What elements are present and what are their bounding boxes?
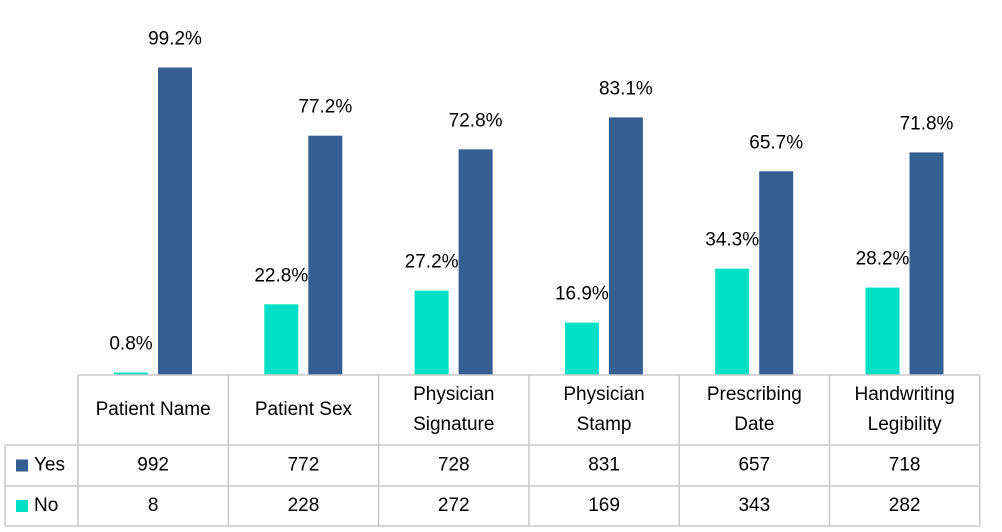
category-label-line: Prescribing (707, 384, 802, 405)
bar (715, 268, 750, 375)
bar (114, 372, 148, 375)
table-cell: 718 (889, 455, 921, 476)
table-cell: 282 (889, 495, 921, 516)
legend-swatch (16, 459, 28, 472)
category-label: Prescribing Date (707, 384, 802, 435)
value-label: 83.1% (599, 78, 653, 99)
bar (308, 135, 343, 375)
table-cell: 272 (438, 495, 470, 516)
bar (608, 117, 643, 375)
table-cell: 728 (438, 455, 470, 476)
category-label-line: Handwriting (854, 384, 954, 405)
legend-label: Yes (34, 455, 65, 476)
value-label: 22.8% (254, 265, 308, 286)
bar (865, 287, 900, 375)
bar (564, 322, 599, 375)
legend-label: No (34, 495, 58, 516)
value-label: 34.3% (705, 230, 759, 251)
bar (158, 67, 192, 375)
legend-swatch (16, 500, 28, 512)
category-label-line: Physician (413, 384, 494, 405)
table-cell: 343 (738, 495, 770, 516)
value-label: 27.2% (405, 252, 459, 273)
category-label-line: Stamp (577, 414, 632, 435)
bar (264, 304, 299, 375)
category-label-line: Date (734, 414, 774, 435)
value-label: 99.2% (148, 28, 202, 49)
table-cell: 831 (588, 455, 620, 476)
bar (458, 149, 493, 375)
category-label: Physician Signature (413, 384, 494, 435)
value-label: 72.8% (449, 110, 503, 131)
table-cell: 772 (288, 455, 320, 476)
table-cell: 169 (588, 495, 620, 516)
category-label: Handwriting Legibility (854, 384, 954, 435)
category-label: Patient Name (96, 399, 211, 420)
value-label: 28.2% (856, 249, 910, 270)
bar (909, 152, 944, 375)
category-label: Patient Sex (255, 399, 353, 420)
bar (414, 290, 449, 375)
value-label: 65.7% (749, 132, 803, 153)
category-label-line: Legibility (868, 414, 942, 435)
table-cell: 657 (738, 455, 770, 476)
table-cell: 8 (148, 495, 159, 516)
category-label-line: Physician (563, 384, 644, 405)
table-cell: 992 (137, 455, 169, 476)
category-label-line: Signature (413, 414, 494, 435)
value-label: 16.9% (555, 284, 609, 305)
table-cell: 228 (288, 495, 320, 516)
value-label: 71.8% (900, 113, 954, 134)
bar (759, 171, 794, 375)
category-label: Physician Stamp (563, 384, 644, 435)
value-label: 77.2% (298, 97, 352, 118)
value-label: 0.8% (109, 334, 152, 355)
